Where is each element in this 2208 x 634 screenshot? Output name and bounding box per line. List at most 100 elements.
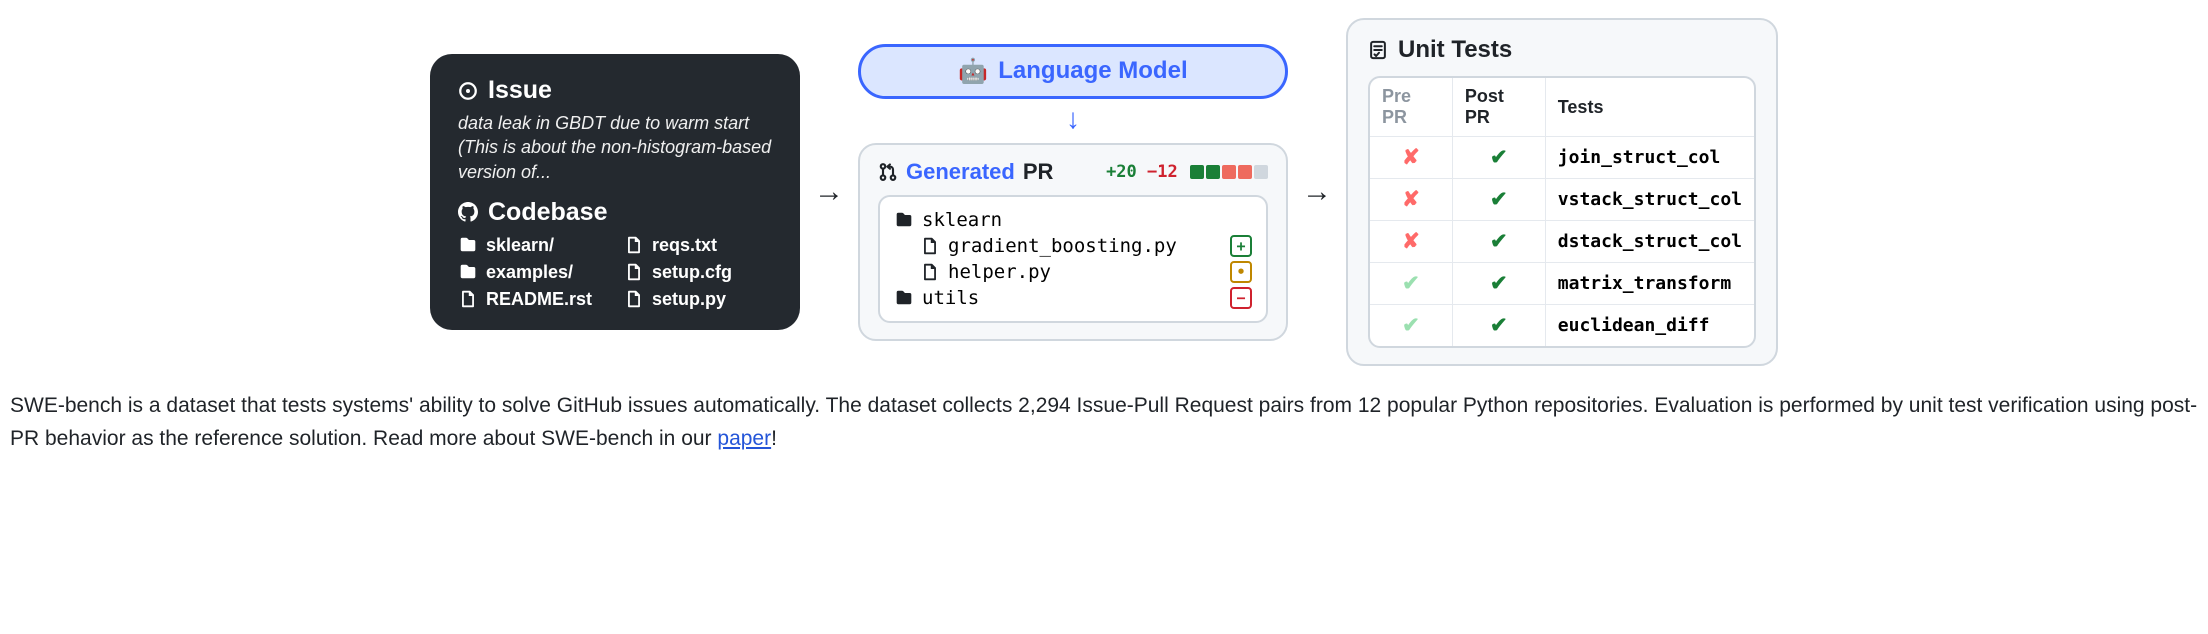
diff-badge: − [1230, 287, 1252, 309]
x-icon: ✘ [1402, 230, 1420, 253]
issue-heading: Issue [458, 76, 772, 105]
file-name: setup.cfg [652, 262, 732, 283]
github-icon [458, 202, 478, 222]
x-icon: ✘ [1402, 146, 1420, 169]
test-name-cell: join_struct_col [1546, 137, 1754, 179]
diffstat: +20 −12 [1106, 162, 1268, 182]
codebase-file-list: sklearn/reqs.txt examples/setup.cfg README… [458, 235, 772, 310]
folder-item: sklearn/ [458, 235, 606, 256]
file-name: setup.py [652, 289, 726, 310]
file-item: setup.cfg [624, 262, 772, 283]
issue-title: Issue [488, 76, 552, 105]
issue-codebase-card: Issue data leak in GBDT due to warm star… [430, 54, 800, 330]
unit-tests-title: Unit Tests [1398, 36, 1512, 64]
folder-icon [458, 262, 478, 282]
tree-row: helper.py• [894, 259, 1252, 285]
file-name: README.rst [486, 289, 592, 310]
file-icon [624, 235, 644, 255]
diff-badge: + [1230, 235, 1252, 257]
generated-pr-card: Generated PR +20 −12 sklearngradient_boo… [858, 143, 1288, 341]
pr-header: Generated PR +20 −12 [878, 159, 1268, 185]
table-row: ✔✔matrix_transform [1370, 263, 1754, 305]
file-icon [920, 262, 940, 282]
check-icon: ✔ [1490, 188, 1508, 211]
middle-column: 🤖 Language Model ↓ Generated PR +20 −12 … [858, 44, 1288, 341]
pre-pr-cell: ✔ [1370, 305, 1453, 346]
check-icon: ✔ [1490, 314, 1508, 337]
check-icon: ✔ [1402, 272, 1420, 295]
test-name-cell: dstack_struct_col [1546, 221, 1754, 263]
file-icon [458, 289, 478, 309]
pr-generated-label: Generated [906, 159, 1015, 185]
issue-icon [458, 81, 478, 101]
file-name: examples/ [486, 262, 573, 283]
file-item: README.rst [458, 289, 606, 310]
folder-icon [458, 235, 478, 255]
paper-link[interactable]: paper [717, 427, 771, 450]
pr-file-tree: sklearn gradient_boosting.py +helper.py•ut… [878, 195, 1268, 323]
description-paragraph: SWE-bench is a dataset that tests system… [8, 390, 2200, 455]
robot-emoji-icon: 🤖 [958, 57, 988, 86]
table-header-row: Pre PRPost PRTests [1370, 78, 1754, 137]
test-name-cell: euclidean_diff [1546, 305, 1754, 346]
table-row: ✘ ✔ vstack_struct_col [1370, 179, 1754, 221]
arrow-down-icon: ↓ [858, 103, 1288, 135]
folder-item: examples/ [458, 262, 606, 283]
file-icon [624, 262, 644, 282]
codebase-heading: Codebase [458, 198, 772, 227]
file-name: reqs.txt [652, 235, 717, 256]
additions: +20 [1106, 162, 1137, 182]
codebase-title: Codebase [488, 198, 607, 227]
language-model-label: Language Model [998, 57, 1187, 85]
deletions: −12 [1147, 162, 1178, 182]
file-item: setup.py [624, 289, 772, 310]
tree-label: utils [922, 287, 1222, 309]
check-icon: ✔ [1402, 314, 1420, 337]
arrow-right-icon: → [1302, 175, 1332, 209]
table-header: Tests [1546, 78, 1754, 137]
pr-label: PR [1023, 159, 1054, 185]
check-icon: ✔ [1490, 146, 1508, 169]
post-pr-cell: ✔ [1453, 137, 1546, 179]
description-tail: ! [771, 427, 777, 450]
unit-tests-heading: Unit Tests [1368, 36, 1756, 64]
pre-pr-cell: ✘ [1370, 179, 1453, 221]
diff-square [1254, 165, 1268, 179]
post-pr-cell: ✔ [1453, 179, 1546, 221]
test-name-cell: vstack_struct_col [1546, 179, 1754, 221]
file-icon [920, 236, 940, 256]
unit-tests-card: Unit Tests Pre PRPost PRTests ✘ ✔ join_str… [1346, 18, 1778, 366]
file-item: reqs.txt [624, 235, 772, 256]
file-icon [624, 289, 644, 309]
pipeline-diagram: Issue data leak in GBDT due to warm star… [8, 18, 2200, 366]
tests-table: Pre PRPost PRTests ✘ ✔ join_struct_col ✘ ✔ vs… [1368, 76, 1756, 348]
pre-pr-cell: ✘ [1370, 137, 1453, 179]
checklist-icon [1368, 40, 1388, 60]
table-header: Post PR [1453, 78, 1546, 137]
tree-label: gradient_boosting.py [948, 235, 1222, 257]
folder-icon [894, 288, 914, 308]
tree-label: helper.py [948, 261, 1222, 283]
table-row: ✘ ✔ join_struct_col [1370, 137, 1754, 179]
x-icon: ✘ [1402, 188, 1420, 211]
check-icon: ✔ [1490, 272, 1508, 295]
issue-description: data leak in GBDT due to warm start (Thi… [458, 111, 772, 184]
table-row: ✘ ✔ dstack_struct_col [1370, 221, 1754, 263]
tree-label: sklearn [922, 209, 1252, 231]
post-pr-cell: ✔ [1453, 221, 1546, 263]
tree-row: gradient_boosting.py + [894, 233, 1252, 259]
diff-squares [1188, 162, 1268, 182]
folder-icon [894, 210, 914, 230]
table-header: Pre PR [1370, 78, 1453, 137]
check-icon: ✔ [1490, 230, 1508, 253]
diff-square [1238, 165, 1252, 179]
arrow-right-icon: → [814, 175, 844, 209]
description-text: SWE-bench is a dataset that tests system… [10, 394, 2197, 450]
post-pr-cell: ✔ [1453, 263, 1546, 305]
diff-square [1222, 165, 1236, 179]
table-row: ✔ ✔ euclidean_diff [1370, 305, 1754, 346]
diff-square [1206, 165, 1220, 179]
diff-square [1190, 165, 1204, 179]
pre-pr-cell: ✔ [1370, 263, 1453, 305]
pre-pr-cell: ✘ [1370, 221, 1453, 263]
